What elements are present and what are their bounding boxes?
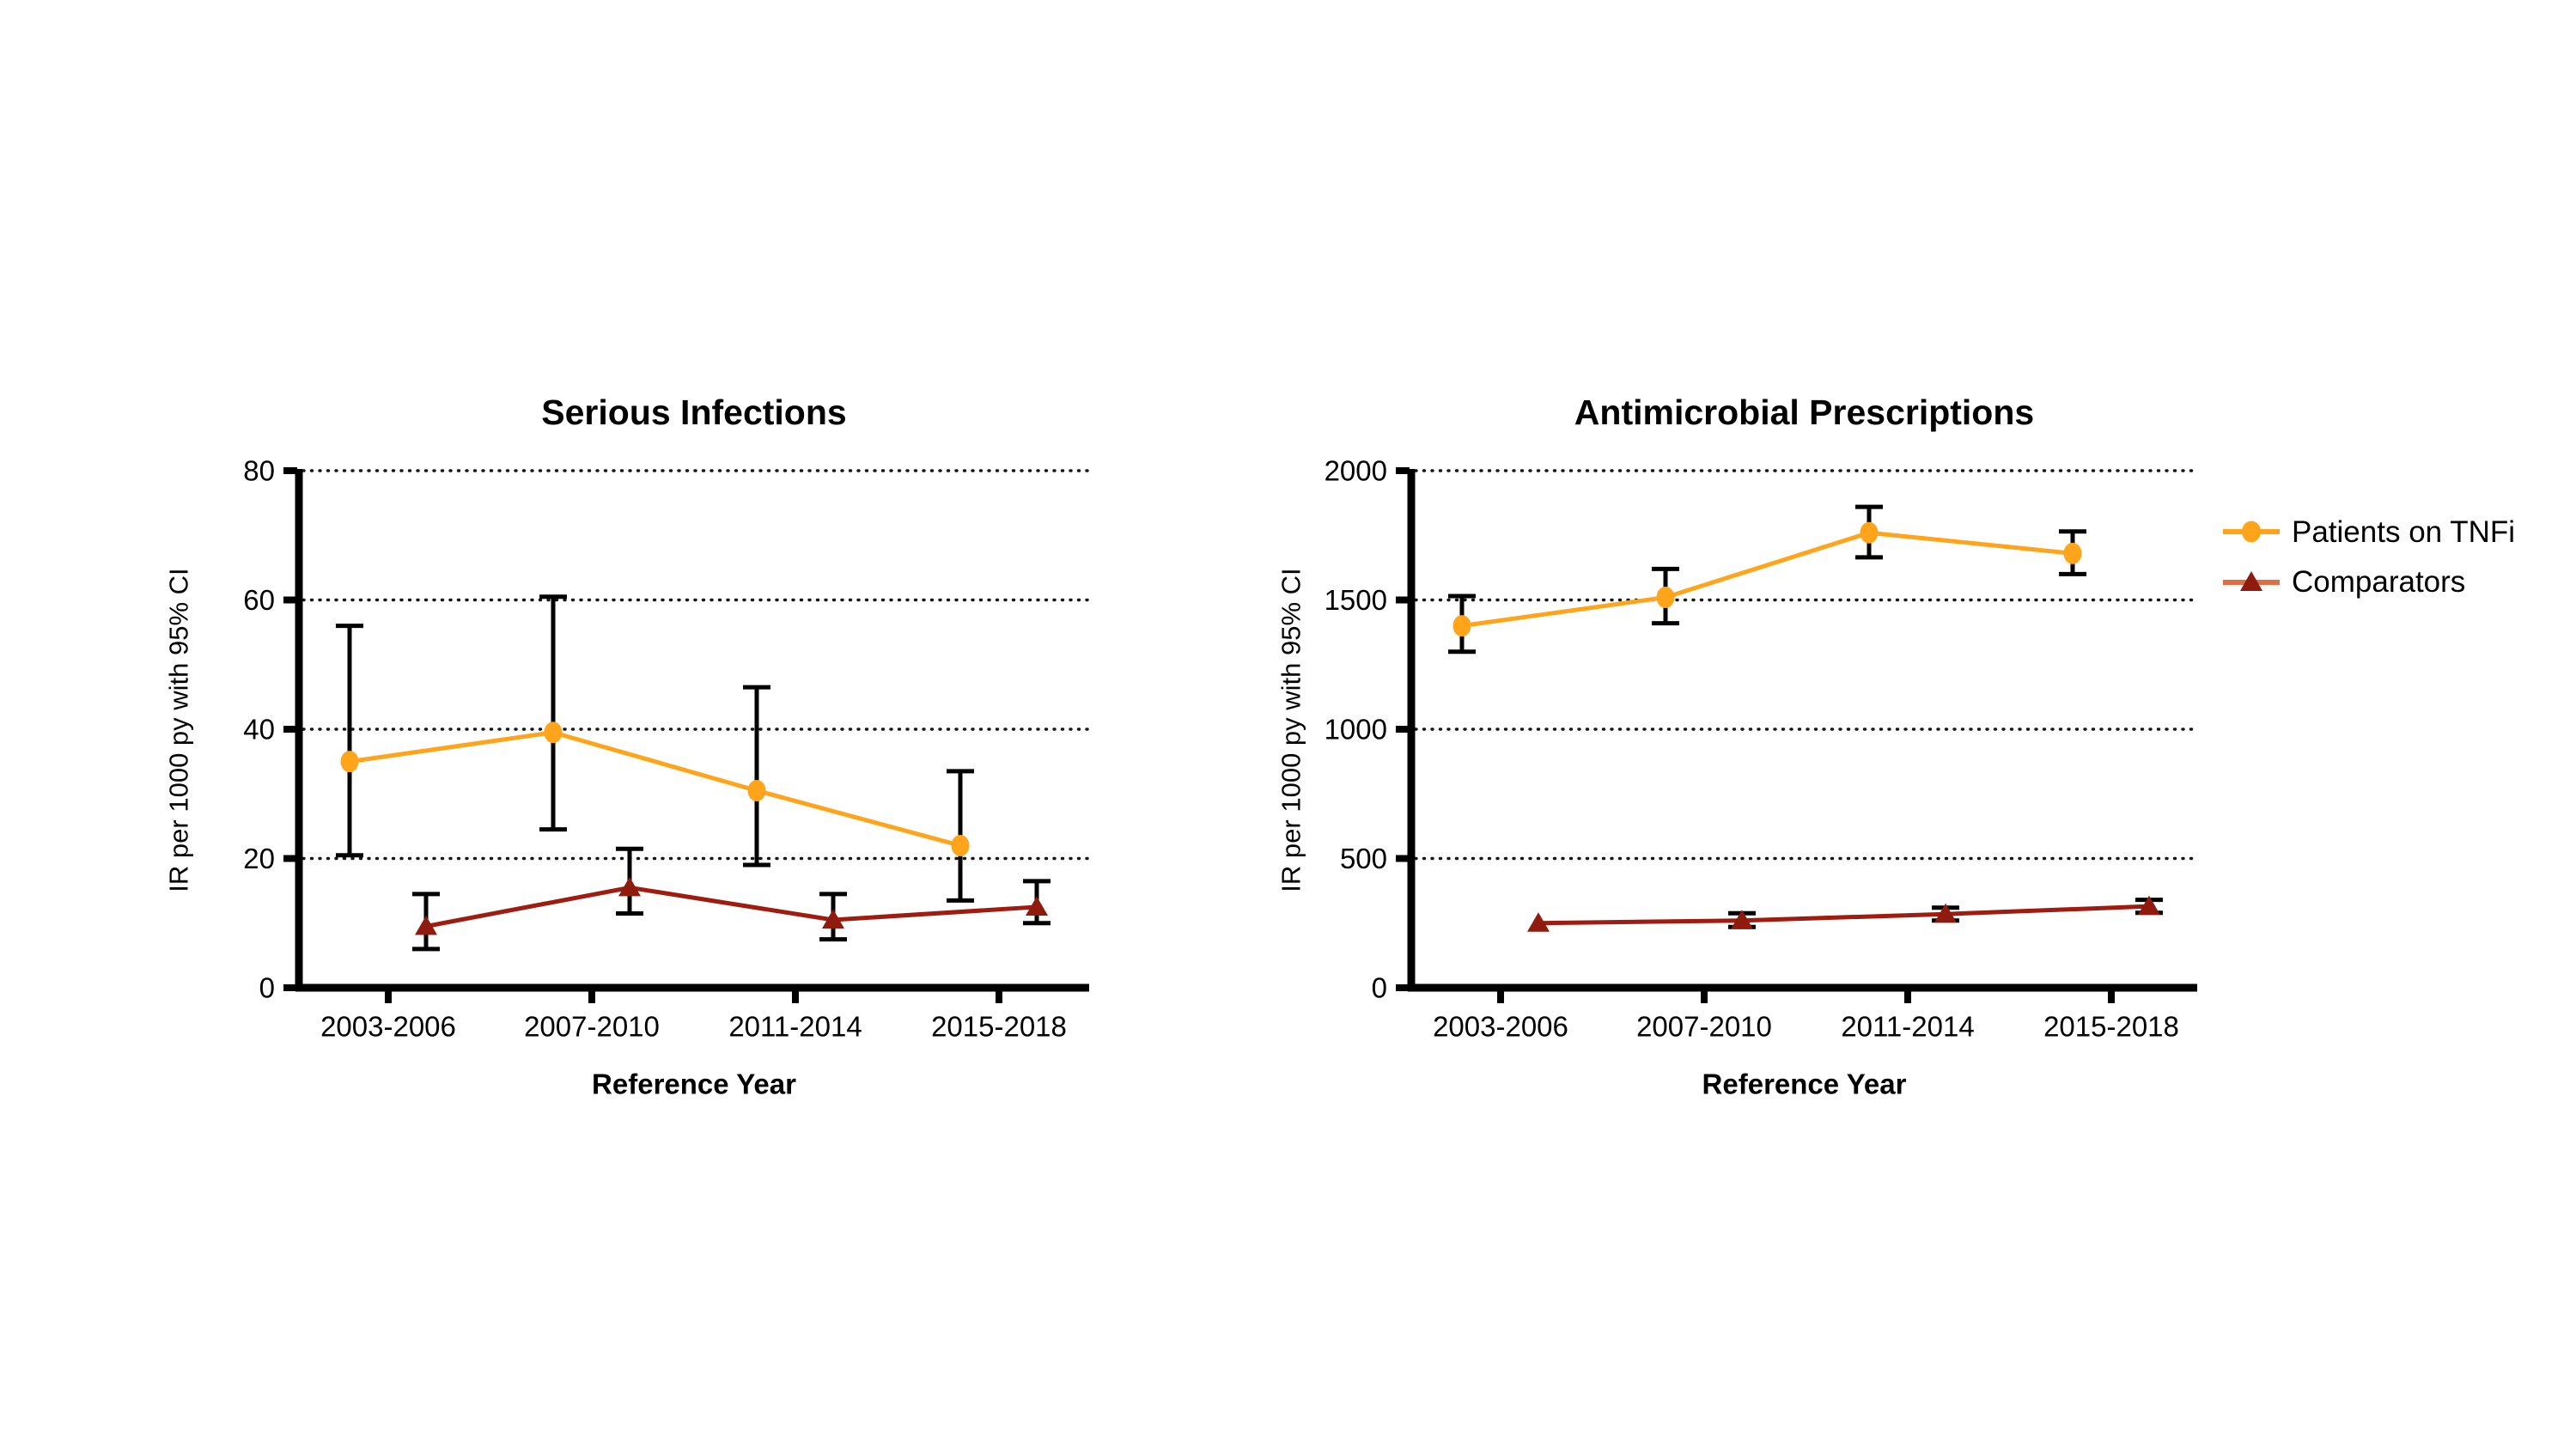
data-point-triangle [822,909,844,928]
y-tick-label: 1500 [1325,584,1387,616]
comparators-legend-triangle-icon [2240,571,2262,591]
data-point-circle [2063,542,2082,564]
y-tick-label: 40 [243,714,275,746]
chart-title: Serious Infections [541,393,846,432]
x-tick-label: 2003-2006 [320,1011,456,1043]
series-line-tnfi [349,730,961,848]
legend-label-comparators: Comparators [2292,564,2466,599]
data-point-circle [1860,521,1879,544]
x-axis-label: Reference Year [1702,1068,1907,1100]
data-point-circle [544,721,563,744]
legend: Patients on TNFi Comparators [2223,507,2515,606]
x-tick-label: 2015-2018 [931,1011,1067,1043]
data-point-triangle [415,916,437,935]
x-axis-label: Reference Year [592,1068,796,1100]
y-axis-label: IR per 1000 py with 95% CI [1276,568,1306,892]
chart-title: Antimicrobial Prescriptions [1574,393,2034,432]
data-point-triangle [1026,896,1048,916]
data-point-triangle [1731,910,1753,929]
data-point-triangle [2138,895,2160,916]
legend-label-tnfi: Patients on TNFi [2292,514,2516,549]
data-point-circle [1452,615,1471,637]
data-point-circle [1656,586,1675,608]
series-line-tnfi [1461,530,2074,629]
data-point-triangle [1934,903,1957,923]
data-point-triangle [1527,912,1550,932]
legend-item-tnfi: Patients on TNFi [2223,507,2515,557]
y-tick-label: 80 [243,455,275,487]
y-tick-label: 0 [259,972,275,1004]
comparators-series-icon [2223,571,2280,591]
tnfi-series-icon [2223,521,2280,543]
y-tick-label: 60 [243,584,275,616]
x-tick-label: 2011-2014 [1841,1011,1974,1043]
y-tick-label: 0 [1372,972,1387,1004]
x-tick-label: 2007-2010 [1636,1011,1772,1043]
series-line-comparators [1538,904,2150,926]
y-axis-label: IR per 1000 py with 95% CI [164,568,194,892]
x-tick-label: 2015-2018 [2043,1011,2179,1043]
data-point-circle [747,779,766,801]
data-point-circle [951,834,970,856]
x-tick-label: 2007-2010 [524,1011,660,1043]
tnfi-legend-circle-icon [2242,521,2261,543]
y-tick-label: 2000 [1325,455,1387,487]
y-tick-label: 1000 [1325,714,1387,746]
data-point-circle [340,751,359,773]
y-tick-label: 20 [243,843,275,874]
legend-item-comparators: Comparators [2223,557,2515,606]
data-point-triangle [618,876,641,897]
x-tick-label: 2011-2014 [728,1011,862,1043]
y-tick-label: 500 [1340,843,1387,874]
x-tick-label: 2003-2006 [1433,1011,1568,1043]
series-line-comparators [425,885,1038,928]
